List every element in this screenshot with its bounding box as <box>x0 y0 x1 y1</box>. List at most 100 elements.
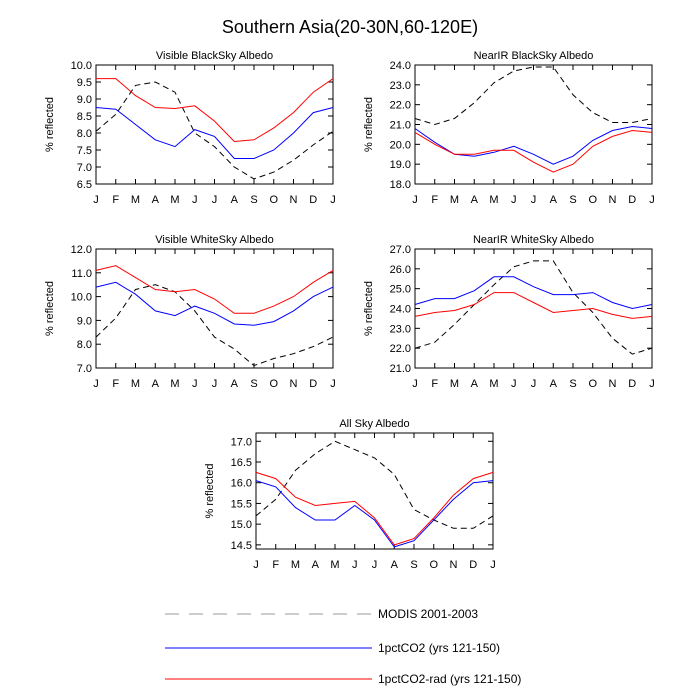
x-tick-label: N <box>609 378 617 390</box>
y-tick-label: 7.0 <box>77 162 92 174</box>
y-axis-label: % reflected <box>44 281 56 336</box>
x-tick-label: M <box>170 378 179 390</box>
x-tick-label: J <box>212 378 218 390</box>
plot-frame <box>414 248 653 369</box>
series-line-3 <box>96 78 334 143</box>
y-tick-label: 6.5 <box>77 179 92 191</box>
y-tick-label: 21.0 <box>390 363 411 375</box>
x-tick-label: M <box>450 194 459 206</box>
y-tick-label: 27.0 <box>390 244 411 256</box>
x-tick-label: S <box>569 194 576 206</box>
x-tick-label: F <box>431 378 438 390</box>
x-tick-label: M <box>489 378 498 390</box>
x-tick-label: D <box>309 194 317 206</box>
legend-label-2: 1pctCO2 (yrs 121-150) <box>378 641 500 655</box>
y-tick-label: 16.0 <box>231 478 252 490</box>
x-tick-label: M <box>131 378 140 390</box>
x-tick-label: J <box>511 194 517 206</box>
x-tick-label: O <box>269 194 278 206</box>
series-line-3 <box>95 265 334 314</box>
legend: MODIS 2001-2003 1pctCO2 (yrs 121-150) 1pct… <box>165 607 521 686</box>
x-tick-label: M <box>489 194 498 206</box>
x-tick-label: M <box>291 559 300 571</box>
y-tick-label: 21.0 <box>390 120 411 132</box>
y-tick-label: 8.5 <box>77 111 92 123</box>
y-tick-label: 9.5 <box>77 77 92 89</box>
y-tick-label: 7.5 <box>77 145 92 157</box>
panel-title: NearIR WhiteSky Albedo <box>473 234 594 246</box>
y-tick-label: 8.0 <box>77 128 92 140</box>
x-tick-label: J <box>352 559 358 571</box>
y-tick-label: 22.0 <box>390 343 411 355</box>
y-tick-label: 24.0 <box>390 304 411 316</box>
x-tick-label: M <box>170 194 179 206</box>
x-tick-label: J <box>330 378 336 390</box>
x-tick-label: J <box>649 194 655 206</box>
x-tick-label: S <box>569 378 576 390</box>
x-tick-label: D <box>309 378 317 390</box>
y-tick-label: 8.0 <box>77 339 92 351</box>
panel-title: Visible BlackSky Albedo <box>156 50 273 62</box>
x-tick-label: A <box>471 194 479 206</box>
x-tick-label: J <box>511 378 517 390</box>
x-tick-label: J <box>531 378 537 390</box>
series-line-3 <box>414 129 653 173</box>
x-tick-label: J <box>253 559 259 571</box>
x-tick-label: D <box>628 194 636 206</box>
x-tick-label: F <box>431 194 438 206</box>
x-tick-label: N <box>290 194 298 206</box>
y-tick-label: 17.0 <box>231 436 252 448</box>
x-tick-label: S <box>250 378 257 390</box>
y-tick-label: 23.0 <box>390 323 411 335</box>
x-tick-label: J <box>412 194 418 206</box>
y-tick-label: 23.0 <box>390 80 411 92</box>
x-tick-label: D <box>469 559 477 571</box>
x-tick-label: F <box>272 559 279 571</box>
y-tick-label: 14.5 <box>231 540 252 552</box>
y-tick-label: 12.0 <box>71 244 92 256</box>
series-line-1 <box>414 260 653 355</box>
x-tick-label: A <box>231 378 239 390</box>
y-tick-label: 15.5 <box>231 498 252 510</box>
x-tick-label: S <box>250 194 257 206</box>
y-tick-label: 20.0 <box>390 139 411 151</box>
y-tick-label: 9.0 <box>77 94 92 106</box>
x-tick-label: O <box>588 194 597 206</box>
x-tick-label: J <box>93 378 99 390</box>
plot-frame <box>95 64 334 185</box>
legend-label-1: MODIS 2001-2003 <box>378 607 478 621</box>
series-line-1 <box>95 284 334 367</box>
x-tick-label: J <box>490 559 496 571</box>
panel-title: NearIR BlackSky Albedo <box>474 50 594 62</box>
x-tick-label: J <box>93 194 99 206</box>
x-tick-label: A <box>471 378 479 390</box>
series-line-2 <box>95 107 334 159</box>
series-line-2 <box>414 125 653 165</box>
series-line-3 <box>255 471 494 546</box>
x-tick-label: A <box>391 559 399 571</box>
y-tick-label: 18.0 <box>390 179 411 191</box>
x-tick-label: A <box>152 378 160 390</box>
x-tick-label: O <box>429 559 438 571</box>
x-tick-label: F <box>112 378 119 390</box>
plot-frame <box>414 64 653 185</box>
panel-title: Visible WhiteSky Albedo <box>155 234 273 246</box>
y-axis-label: % reflected <box>44 97 56 152</box>
x-tick-label: J <box>330 194 336 206</box>
x-tick-label: A <box>312 559 320 571</box>
x-tick-label: F <box>112 194 119 206</box>
x-tick-label: A <box>550 378 558 390</box>
series-line-2 <box>255 480 494 548</box>
y-tick-label: 22.0 <box>390 100 411 112</box>
series-line-2 <box>414 276 653 310</box>
y-tick-label: 7.0 <box>77 363 92 375</box>
y-tick-label: 16.5 <box>231 457 252 469</box>
x-tick-label: J <box>372 559 378 571</box>
x-tick-label: M <box>131 194 140 206</box>
x-tick-label: N <box>450 559 458 571</box>
series-line-1 <box>414 66 653 126</box>
